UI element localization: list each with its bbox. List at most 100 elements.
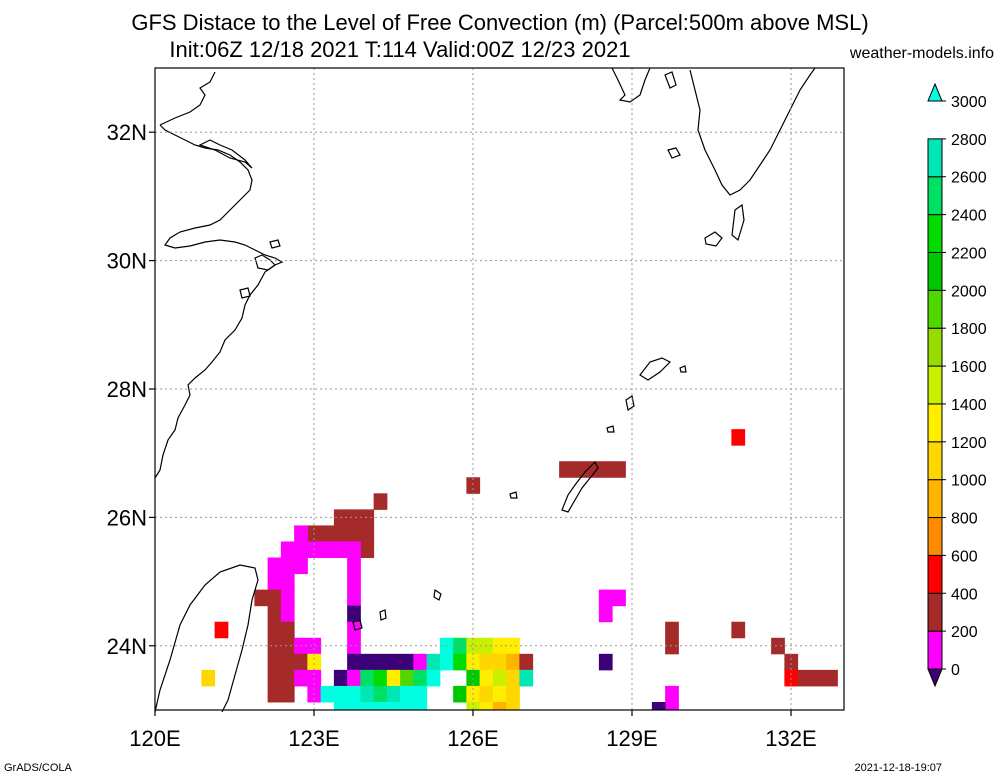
- heatmap-cell: [731, 429, 746, 446]
- site-watermark: weather-models.info: [849, 45, 994, 62]
- zhoushan-islands: [239, 239, 281, 299]
- heatmap-cell: [492, 669, 507, 687]
- heatmap-cell: [612, 461, 626, 478]
- heatmap-cell: [347, 589, 361, 607]
- colorbar-label: 600: [951, 548, 978, 565]
- heatmap-cell: [347, 637, 361, 655]
- heatmap-cell: [360, 685, 375, 703]
- heatmap-cell: [651, 701, 666, 711]
- heatmap-cell: [797, 669, 812, 687]
- heatmap-cell: [598, 653, 613, 671]
- heatmap-cell: [294, 525, 308, 542]
- coastline-china: [154, 124, 284, 479]
- colorbar-label: 1600: [951, 359, 987, 376]
- colorbar-label: 2400: [951, 208, 987, 225]
- coastline-islet-d: [433, 588, 442, 601]
- heatmap-cell: [373, 493, 388, 510]
- colorbar-label: 2200: [951, 245, 987, 262]
- heatmap-cell: [400, 669, 414, 687]
- heatmap-cell: [413, 701, 428, 711]
- colorbar-label: 400: [951, 586, 978, 603]
- y-tick-label: 28N: [107, 377, 147, 402]
- heatmap-cell: [267, 685, 282, 703]
- heatmap-cell: [201, 669, 216, 687]
- heatmap-cell: [280, 557, 295, 575]
- chart-title: GFS Distace to the Level of Free Convect…: [131, 10, 869, 35]
- heatmap-cell: [386, 685, 401, 703]
- heatmap-cell: [824, 669, 838, 687]
- heatmap-cell: [506, 669, 520, 687]
- colorbar-segment: [927, 441, 943, 481]
- heatmap-cell: [466, 477, 481, 494]
- x-tick-label: 120E: [129, 726, 180, 751]
- heatmap-cell: [280, 637, 295, 655]
- heatmap-cell: [360, 653, 375, 671]
- heatmap-cell: [453, 685, 467, 703]
- y-axis: 24N 26N 28N 30N 32N: [107, 120, 155, 659]
- heatmap-cell: [559, 461, 573, 478]
- colorbar-segment: [927, 365, 943, 405]
- colorbar-label: 2000: [951, 283, 987, 300]
- coastline-okinawa: [561, 460, 599, 513]
- heatmap-cell: [413, 653, 428, 671]
- colorbar-segment: [927, 630, 943, 670]
- heatmap-cell: [439, 653, 454, 671]
- y-tick-label: 26N: [107, 505, 147, 530]
- heatmap-cell: [665, 701, 679, 711]
- colorbar-label: 3000: [951, 94, 987, 111]
- heatmap-cell: [347, 509, 361, 526]
- coastline-islet-a: [625, 395, 635, 411]
- heatmap-cell: [320, 541, 335, 559]
- heatmap-cell: [386, 701, 401, 711]
- heatmap-cell: [466, 701, 481, 711]
- heatmap-cell: [320, 685, 335, 703]
- colorbar-segment: [927, 554, 943, 594]
- heatmap-cell: [598, 589, 613, 607]
- heatmap-cell: [347, 557, 361, 575]
- heatmap-cell: [347, 685, 361, 703]
- heatmap-cell: [267, 589, 282, 607]
- heatmap-cell: [731, 621, 746, 639]
- chart-subtitle: Init:06Z 12/18 2021 T:114 Valid:00Z 12/2…: [169, 37, 631, 62]
- heatmap-cell: [307, 653, 322, 671]
- x-axis: 120E 123E 126E 129E 132E: [129, 710, 817, 751]
- heatmap-cell: [360, 525, 375, 542]
- heatmap-cell: [466, 653, 481, 671]
- heatmap-cell: [267, 605, 282, 623]
- heatmap-cell: [598, 605, 613, 623]
- colorbar-segment: [927, 592, 943, 632]
- heatmap-cell: [479, 685, 494, 703]
- heatmap-cell: [307, 637, 322, 655]
- heatmap-cell: [810, 669, 825, 687]
- heatmap-cell: [386, 669, 401, 687]
- gridlines: [155, 68, 844, 710]
- heatmap-cell: [333, 669, 348, 687]
- heatmap-cell: [492, 685, 507, 703]
- colorbar-segment: [927, 517, 943, 556]
- heatmap-cell: [280, 669, 295, 687]
- heatmap-cell: [267, 573, 282, 591]
- heatmap-cell: [347, 605, 361, 623]
- heatmap-cell: [254, 589, 269, 607]
- heatmap-cell: [506, 637, 520, 655]
- heatmap-cell: [426, 653, 441, 671]
- x-tick-label: 126E: [447, 726, 498, 751]
- heatmap-cell: [665, 685, 679, 703]
- colorbar-label: 200: [951, 624, 978, 641]
- heatmap-cell: [506, 653, 520, 671]
- heatmap-cell: [347, 525, 361, 542]
- heatmap-cell: [347, 653, 361, 671]
- heatmap-cell: [519, 669, 534, 687]
- coastline-jeju: [667, 147, 681, 159]
- heatmap-cell: [360, 541, 375, 559]
- coastline-china-north: [159, 71, 216, 126]
- heatmap-cell: [280, 605, 295, 623]
- coastline-islet-c: [509, 491, 518, 499]
- heatmap-cell: [479, 701, 494, 711]
- heatmap-cell: [413, 669, 428, 687]
- heatmap-cell: [426, 669, 441, 687]
- heatmap-cell: [360, 509, 375, 526]
- coastline-islet-e: [352, 609, 387, 631]
- heatmap-cell: [373, 669, 388, 687]
- heatmap-cell: [400, 653, 414, 671]
